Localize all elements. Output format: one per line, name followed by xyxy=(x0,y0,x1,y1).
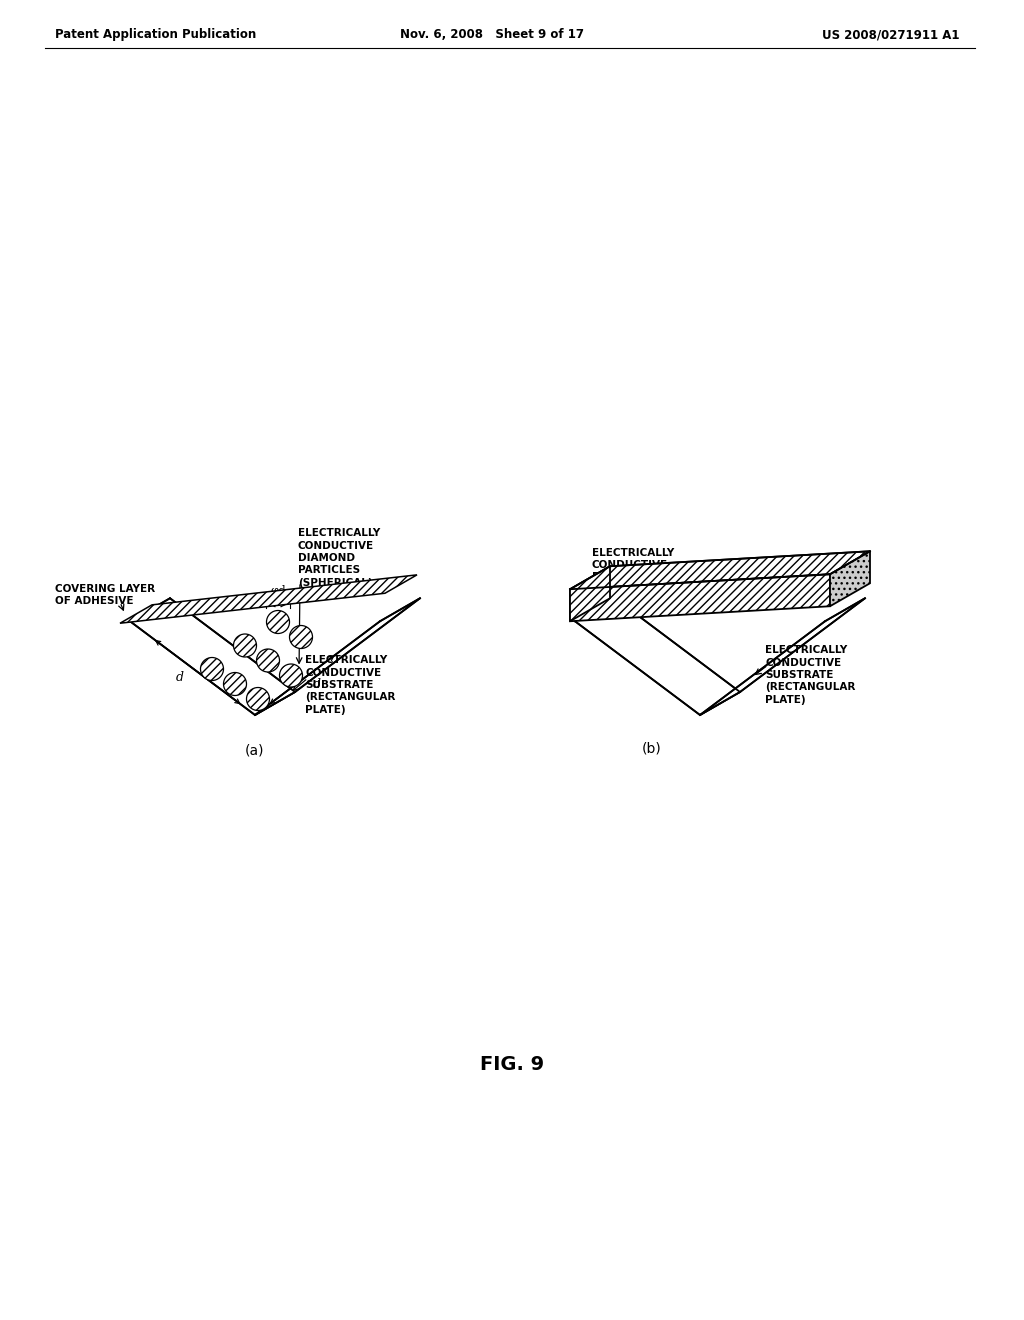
Polygon shape xyxy=(830,552,870,606)
Text: (b): (b) xyxy=(642,741,662,755)
Polygon shape xyxy=(130,598,295,715)
Polygon shape xyxy=(570,552,870,589)
Text: ELECTRICALLY
CONDUCTIVE
DIAMOND FILM: ELECTRICALLY CONDUCTIVE DIAMOND FILM xyxy=(592,548,681,582)
Circle shape xyxy=(233,634,256,657)
Polygon shape xyxy=(570,574,830,622)
Circle shape xyxy=(223,672,247,696)
Text: US 2008/0271911 A1: US 2008/0271911 A1 xyxy=(822,28,961,41)
Text: ELECTRICALLY
CONDUCTIVE
SUBSTRATE
(RECTANGULAR
PLATE): ELECTRICALLY CONDUCTIVE SUBSTRATE (RECTA… xyxy=(765,645,855,705)
Text: (a): (a) xyxy=(246,743,265,756)
Text: ELECTRICALLY
CONDUCTIVE
DIAMOND
PARTICLES
(SPHERICAL): ELECTRICALLY CONDUCTIVE DIAMOND PARTICLE… xyxy=(298,528,380,587)
Text: Nov. 6, 2008   Sheet 9 of 17: Nov. 6, 2008 Sheet 9 of 17 xyxy=(400,28,584,41)
Circle shape xyxy=(201,657,223,681)
Circle shape xyxy=(247,688,269,710)
Polygon shape xyxy=(700,598,865,715)
Circle shape xyxy=(256,649,280,672)
Circle shape xyxy=(280,664,302,686)
Polygon shape xyxy=(120,574,417,623)
Polygon shape xyxy=(570,566,610,622)
Circle shape xyxy=(266,610,290,634)
Text: Patent Application Publication: Patent Application Publication xyxy=(55,28,256,41)
Text: ELECTRICALLY
CONDUCTIVE
SUBSTRATE
(RECTANGULAR
PLATE): ELECTRICALLY CONDUCTIVE SUBSTRATE (RECTA… xyxy=(305,655,395,715)
Polygon shape xyxy=(255,598,420,715)
Polygon shape xyxy=(575,598,740,715)
Text: φd: φd xyxy=(270,585,286,598)
Text: COVERING LAYER
OF ADHESIVE: COVERING LAYER OF ADHESIVE xyxy=(55,583,155,606)
Text: d: d xyxy=(313,678,321,692)
Circle shape xyxy=(290,626,312,648)
Text: FIG. 9: FIG. 9 xyxy=(480,1056,544,1074)
Text: d: d xyxy=(176,671,183,684)
